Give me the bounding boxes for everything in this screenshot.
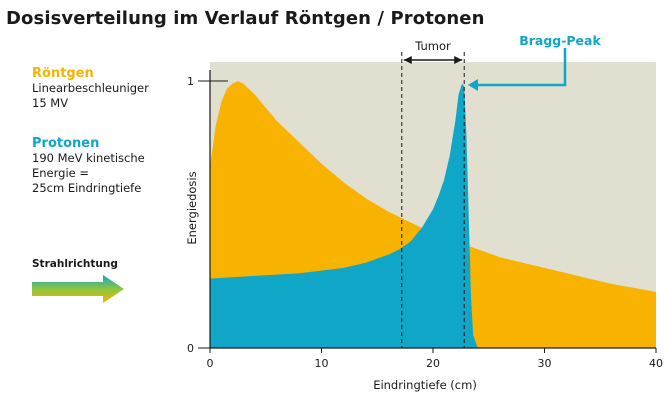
tumor-arrowhead-right — [454, 56, 463, 64]
x-tick-label: 40 — [649, 357, 663, 370]
x-tick-label: 10 — [315, 357, 329, 370]
legend-proton-line-2: Energie = — [32, 166, 90, 180]
y-axis-title: Energiedosis — [185, 171, 199, 244]
legend-xray-line-1: Linearbeschleuniger — [32, 81, 149, 95]
x-tick-label: 0 — [207, 357, 214, 370]
x-axis-title: Eindringtiefe (cm) — [373, 378, 477, 392]
y-tick-label: 0 — [187, 342, 194, 355]
legend-xray: Röntgen Linearbeschleuniger 15 MV — [32, 66, 149, 111]
legend-proton-line-3: 25cm Eindringtiefe — [32, 181, 142, 195]
beam-direction-label: Strahlrichtung — [32, 258, 118, 270]
legend-proton-line-1: 190 MeV kinetische — [32, 151, 145, 165]
x-tick-label: 20 — [426, 357, 440, 370]
legend-proton-heading: Protonen — [32, 136, 100, 151]
beam-direction-arrow — [32, 275, 124, 303]
legend-xray-heading: Röntgen — [32, 66, 94, 81]
bragg-peak-arrowhead — [467, 79, 478, 91]
proton-dose-area — [210, 83, 478, 348]
y-tick-label: 1 — [187, 75, 194, 88]
chart-title: Dosisverteilung im Verlauf Röntgen / Pro… — [6, 8, 485, 29]
tumor-label: Tumor — [414, 39, 451, 53]
legend-xray-line-2: 15 MV — [32, 96, 69, 110]
x-tick-label: 30 — [538, 357, 552, 370]
axes: 0 10 20 30 40 0 1 Eindringtiefe (cm) Energiedosi… — [185, 70, 663, 392]
bragg-peak-label: Bragg-Peak — [519, 33, 601, 48]
bragg-peak-pointer — [475, 48, 567, 87]
legend-proton: Protonen 190 MeV kinetische Energie = 25… — [32, 136, 145, 196]
tumor-arrowhead-left — [403, 56, 412, 64]
annotations: Tumor Bragg-Peak — [401, 33, 601, 348]
